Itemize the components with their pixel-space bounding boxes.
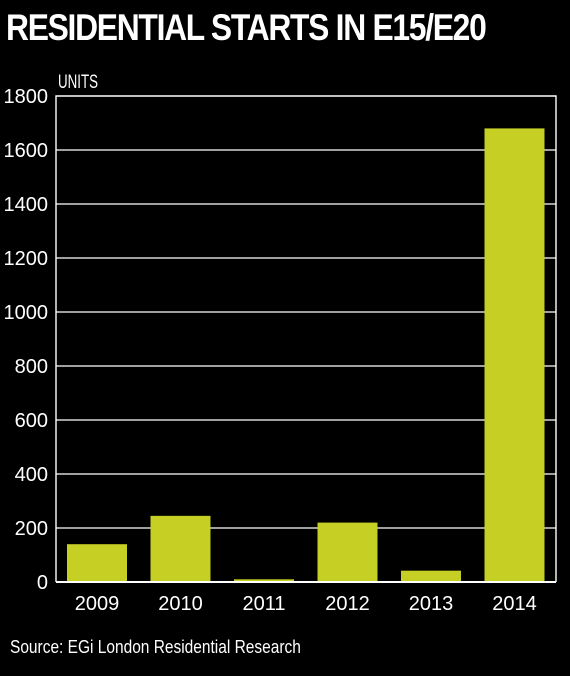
plot-frame: [55, 95, 557, 583]
y-tick-label: 1000: [4, 302, 49, 324]
source-note: Source: EGi London Residential Research: [10, 637, 301, 657]
x-tick-label: 2010: [158, 593, 203, 615]
plot-border: [55, 95, 557, 582]
bar-2010: [150, 515, 211, 582]
x-tick-label: 2012: [325, 593, 370, 615]
y-tick-label: 600: [15, 410, 48, 432]
y-tick-label: 0: [37, 572, 48, 594]
y-tick-label: 1400: [4, 194, 49, 216]
x-tick-label: 2014: [492, 593, 537, 615]
x-tick-label: 2013: [409, 593, 454, 615]
y-tick-label: 1600: [4, 140, 49, 162]
chart-title: RESIDENTIAL STARTS IN E15/E20: [6, 7, 487, 48]
bar-2012: [317, 522, 378, 582]
y-tick-label: 200: [15, 518, 48, 540]
y-tick-labels: 0 200 400 600 800 1000 1200 1400 1600 1800: [4, 86, 49, 594]
x-tick-labels: 2009 2010 2011 2012 2013 2014: [75, 593, 537, 615]
x-tick-label: 2009: [75, 593, 120, 615]
bar-2011: [234, 579, 294, 582]
gridlines: [56, 149, 556, 529]
bar-2014: [484, 128, 545, 582]
bar-2009: [67, 544, 127, 582]
y-axis-label: UNITS: [58, 72, 98, 93]
bar-2013: [401, 570, 461, 582]
y-tick-label: 400: [15, 464, 48, 486]
y-tick-label: 800: [15, 356, 48, 378]
x-tick-label: 2011: [242, 593, 285, 615]
bars: [67, 128, 545, 582]
y-tick-label: 1200: [4, 248, 49, 270]
y-tick-label: 1800: [4, 86, 49, 108]
